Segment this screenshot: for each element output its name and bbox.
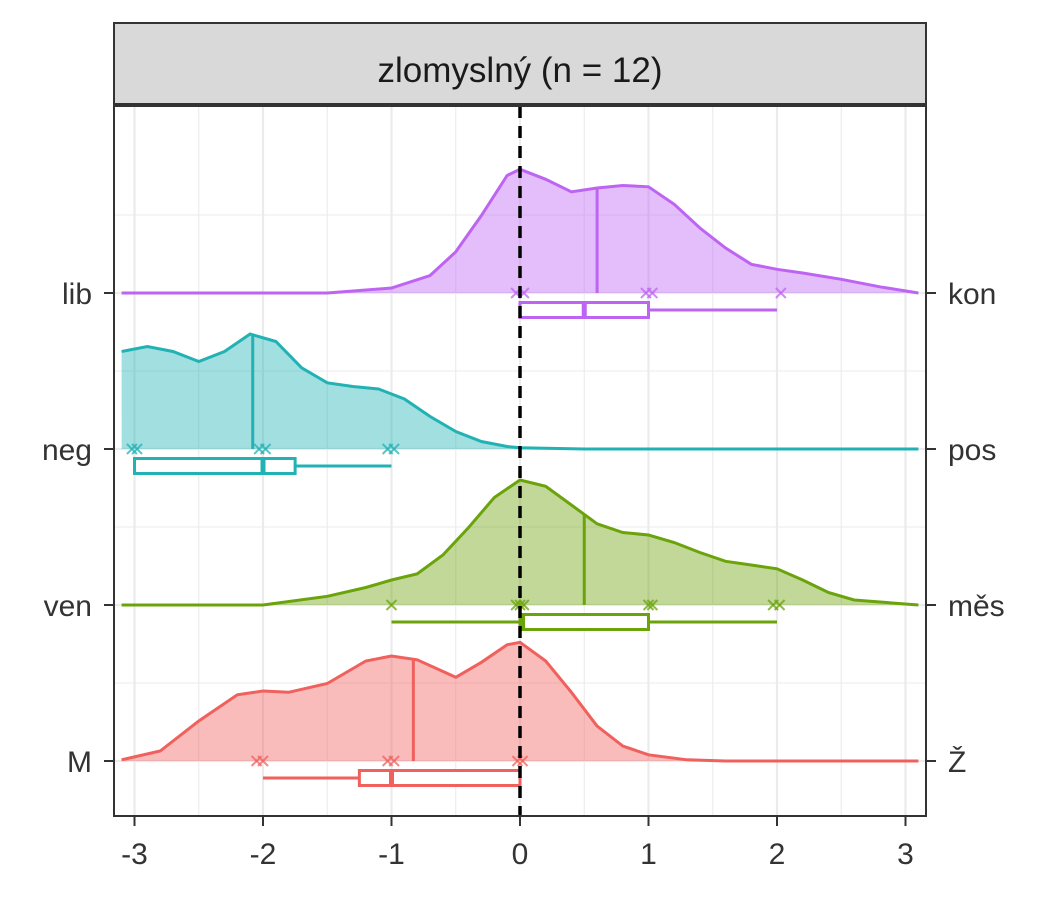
point-stroke — [646, 599, 659, 611]
strip-background — [113, 22, 927, 105]
point-stroke — [259, 443, 272, 455]
y-label-right: kon — [948, 278, 996, 311]
data-point — [385, 599, 398, 611]
point-stroke — [257, 755, 269, 767]
point-stroke — [642, 599, 655, 611]
density-line — [121, 640, 919, 763]
point-stroke — [388, 443, 400, 455]
data-point — [646, 287, 659, 299]
y-label-right: Ž — [948, 746, 966, 779]
x-tick-label: 0 — [512, 838, 529, 871]
density-line — [121, 478, 919, 607]
y-label-right: pos — [948, 434, 996, 467]
strip-title: zlomyslný (n = 12) — [378, 51, 663, 90]
box-iqr — [357, 769, 522, 787]
data-point — [646, 599, 659, 611]
density-area — [121, 480, 919, 605]
density-line — [121, 332, 919, 451]
x-tick-label: 2 — [769, 838, 786, 871]
point-stroke — [773, 599, 786, 611]
data-point — [388, 755, 400, 767]
box-iqr — [133, 457, 297, 475]
density-area — [121, 334, 919, 449]
y-label-left: neg — [42, 434, 92, 467]
y-label-left: M — [67, 746, 92, 779]
data-point — [388, 443, 400, 455]
point-stroke — [126, 443, 138, 455]
point-stroke — [775, 287, 787, 299]
point-stroke — [385, 599, 398, 611]
box-iqr — [518, 613, 650, 631]
data-point — [259, 443, 272, 455]
data-point — [257, 755, 269, 767]
point-stroke — [514, 599, 526, 611]
ridge-M — [121, 640, 919, 787]
y-label-right: měs — [948, 590, 1005, 623]
data-point — [514, 599, 526, 611]
ridge-neg — [121, 332, 919, 475]
ridge-ven — [121, 478, 919, 631]
point-stroke — [131, 443, 143, 455]
y-label-left: ven — [44, 590, 92, 623]
data-point — [131, 443, 143, 455]
density-area — [121, 642, 919, 761]
x-tick-label: 3 — [897, 838, 914, 871]
point-stroke — [516, 755, 529, 767]
point-stroke — [646, 287, 659, 299]
data-point — [126, 443, 138, 455]
y-label-left: lib — [62, 278, 92, 311]
x-tick-label: -1 — [378, 838, 405, 871]
x-tick-label: 1 — [640, 838, 657, 871]
x-tick-label: -3 — [121, 838, 148, 871]
data-point — [642, 599, 655, 611]
data-point — [773, 599, 786, 611]
data-point — [775, 287, 787, 299]
axes: lib kon neg pos ven měs M Ž -3 -2 -1 0 1 2 3 — [42, 278, 1005, 871]
density-line — [121, 167, 919, 295]
x-tick-label: -2 — [250, 838, 277, 871]
point-stroke — [388, 755, 400, 767]
